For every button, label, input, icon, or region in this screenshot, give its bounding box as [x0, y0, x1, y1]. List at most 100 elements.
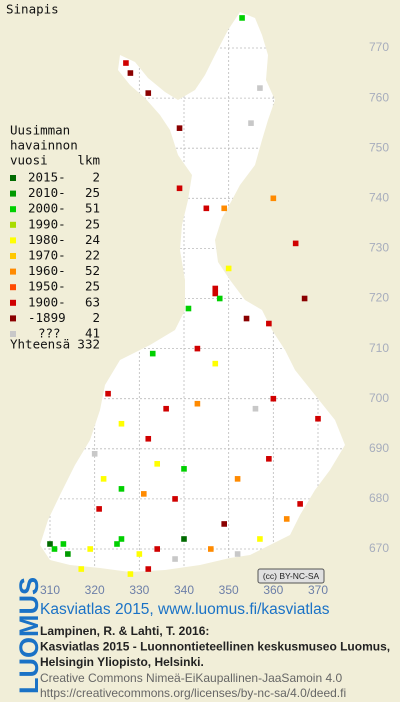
legend-count: 2: [92, 170, 100, 185]
occurrence-square: [266, 320, 272, 327]
occurrence-square: [118, 486, 125, 492]
logo: LUOMUS: [14, 577, 44, 694]
occurrence-square: [243, 315, 250, 322]
legend-swatch: [10, 299, 16, 306]
occurrence-square: [163, 405, 169, 412]
legend-count: 41: [85, 326, 100, 341]
cc-badge: (cc) BY-NC-SA: [257, 568, 325, 584]
occurrence-square: [172, 556, 178, 562]
legend-count-heading: lkm: [77, 153, 100, 168]
occurrence-square: [283, 516, 290, 522]
occurrence-square: [194, 400, 201, 407]
east-label: 330: [129, 583, 149, 597]
occurrence-square: [208, 546, 214, 552]
legend-label: 2015-: [28, 170, 66, 185]
squares: [47, 15, 321, 577]
north-label: 740: [369, 190, 389, 204]
north-label: 680: [369, 491, 389, 505]
occurrence-square: [145, 566, 152, 572]
north-label: 720: [369, 291, 389, 305]
occurrence-square: [248, 120, 254, 126]
occurrence-square: [216, 295, 223, 302]
legend-label: 1950-: [28, 279, 66, 294]
occurrence-square: [315, 415, 321, 422]
occurrence-square: [172, 496, 178, 502]
occurrence-square: [154, 461, 160, 467]
citation-line: Lampinen, R. & Lahti, T. 2016:: [40, 624, 209, 638]
legend-swatch: [10, 253, 16, 259]
legend-count: 25: [85, 216, 100, 231]
occurrence-square: [145, 90, 152, 96]
north-label: 750: [369, 140, 389, 154]
north-label: 690: [369, 441, 389, 455]
east-label: 340: [174, 583, 194, 597]
occurrence-square: [185, 305, 192, 312]
occurrence-square: [105, 390, 111, 397]
occurrence-square: [123, 60, 129, 66]
occurrence-square: [60, 541, 67, 547]
atlas-link[interactable]: Kasviatlas 2015, www.luomus.fi/kasviatla…: [40, 601, 330, 618]
occurrence-square: [118, 536, 125, 542]
east-label: 310: [40, 583, 60, 597]
legend-swatch: [10, 206, 16, 213]
occurrence-square: [149, 350, 156, 357]
legend-count: 52: [85, 263, 100, 278]
occurrence-square: [127, 70, 134, 76]
occurrence-square: [141, 491, 147, 497]
occurrence-square: [221, 521, 227, 527]
occurrence-square: [118, 420, 125, 427]
north-label: 670: [369, 541, 389, 555]
occurrence-square: [154, 546, 160, 552]
occurrence-square: [257, 85, 263, 91]
occurrence-square: [114, 541, 120, 547]
legend-count: 24: [85, 232, 100, 247]
occurrence-square: [225, 265, 232, 272]
legend-swatch: [10, 331, 16, 337]
legend-heading: havainnon: [10, 138, 78, 153]
license-line: https://creativecommons.org/licenses/by-…: [40, 686, 346, 700]
legend-label: 2010-: [28, 185, 66, 200]
occurrence-square: [96, 506, 102, 512]
occurrence-square: [203, 205, 210, 212]
legend-swatch: [10, 190, 16, 197]
occurrence-square: [176, 125, 183, 131]
legend-count: 2: [92, 310, 100, 325]
occurrence-square: [252, 405, 259, 412]
east-label: 360: [263, 583, 283, 597]
occurrence-square: [301, 295, 308, 302]
occurrence-square: [78, 566, 85, 572]
legend-swatch: [10, 175, 16, 181]
occurrence-square: [51, 546, 58, 552]
legend-heading: Uusimman: [10, 123, 70, 138]
legend-label: 2000-: [28, 201, 66, 216]
occurrence-square: [292, 240, 299, 247]
occurrence-square: [266, 456, 272, 462]
legend-swatch: [10, 315, 16, 322]
legend-count: 25: [85, 185, 100, 200]
occurrence-square: [181, 536, 187, 542]
legend-count: 25: [85, 279, 100, 294]
occurrence-square: [181, 466, 187, 472]
occurrence-square: [194, 345, 201, 352]
legend-heading: vuosi: [10, 153, 48, 168]
occurrence-square: [145, 435, 152, 442]
legend-label: 1900-: [28, 294, 66, 309]
legend-label: 1960-: [28, 263, 66, 278]
legend-label: -1899: [28, 310, 66, 325]
occurrence-square: [176, 185, 183, 192]
occurrence-square: [234, 551, 241, 557]
legend-swatch: [10, 237, 16, 244]
occurrence-square: [257, 536, 263, 542]
occurrence-square: [297, 501, 303, 507]
east-label: 320: [85, 583, 105, 597]
legend-swatch: [10, 268, 16, 275]
citation-line: Kasviatlas 2015 - Luonnontieteellinen ke…: [40, 640, 390, 654]
occurrence-square: [234, 476, 241, 482]
north-label: 760: [369, 90, 389, 104]
occurrence-square: [212, 360, 219, 367]
occurrence-square: [87, 546, 93, 552]
citation-line: Helsingin Yliopisto, Helsinki.: [40, 655, 204, 669]
legend-swatch: [10, 221, 16, 228]
